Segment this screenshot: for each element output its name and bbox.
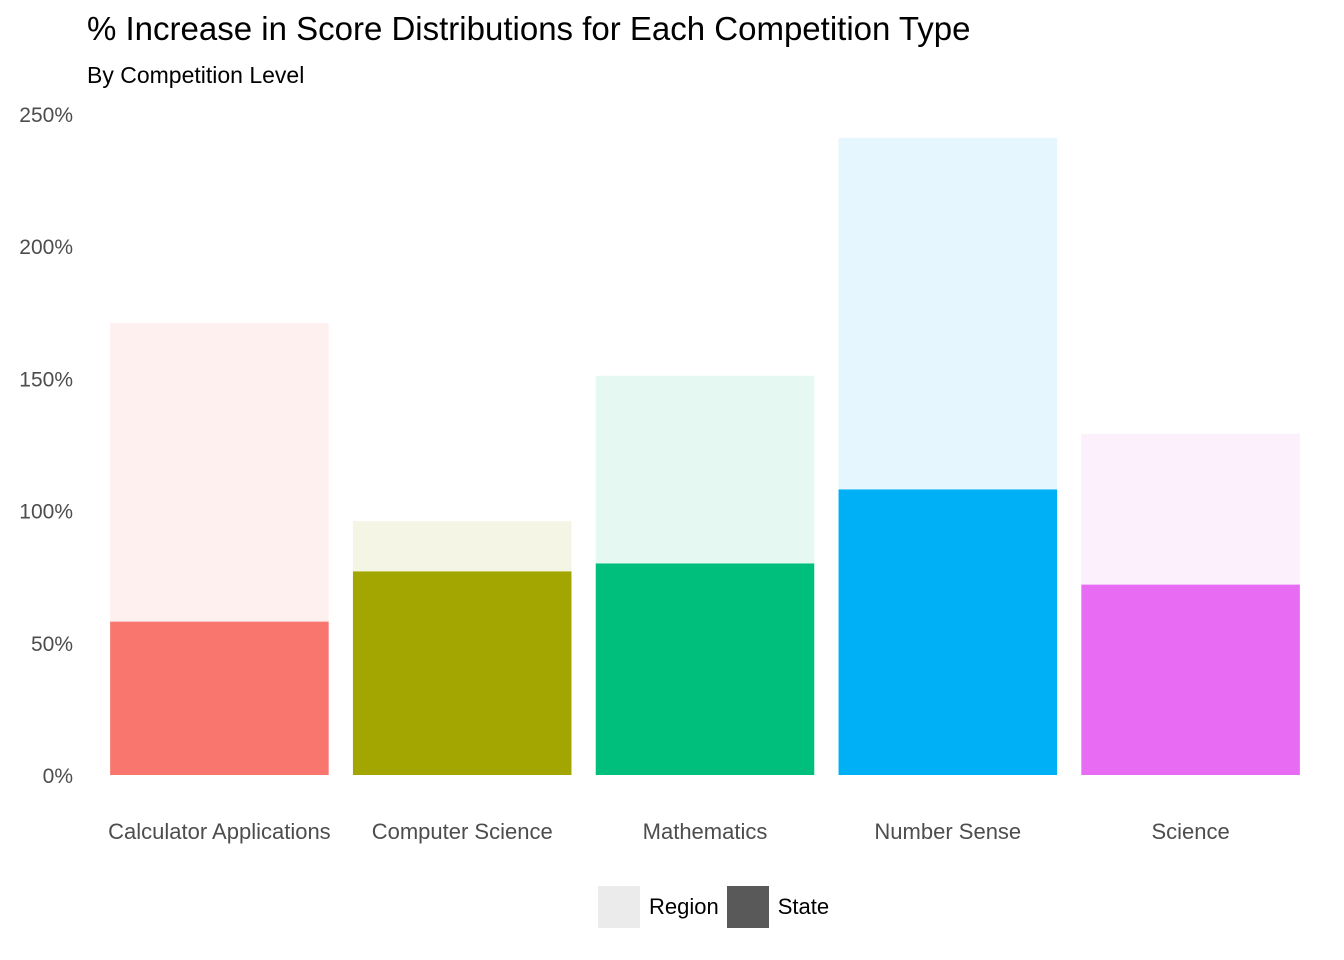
y-tick-label: 150% <box>19 368 73 391</box>
bar-chart: 0% 50% 100% 150% 200% 250% Calculator Applicat… <box>19 104 1300 844</box>
legend: Region State <box>598 886 837 928</box>
legend-item-state: State <box>726 886 830 928</box>
chart-subtitle: By Competition Level <box>87 62 305 88</box>
legend-item-region: Region <box>598 886 719 928</box>
x-tick-label: Science <box>1151 819 1229 844</box>
bar-state <box>352 571 572 775</box>
legend-key-state <box>726 886 769 928</box>
legend-label-state: State <box>777 894 830 919</box>
bar-state <box>1081 584 1300 775</box>
x-tick-label: Number Sense <box>874 819 1021 844</box>
chart-title: % Increase in Score Distributions for Ea… <box>87 10 971 47</box>
bar-state <box>110 621 329 775</box>
y-tick-label: 0% <box>43 765 73 788</box>
x-tick-label: Computer Science <box>372 819 553 844</box>
bar-state <box>595 563 815 775</box>
x-tick-label: Calculator Applications <box>108 819 331 844</box>
y-tick-label: 200% <box>19 236 73 259</box>
y-tick-label: 50% <box>31 633 73 656</box>
x-tick-label: Mathematics <box>643 819 768 844</box>
legend-label-region: Region <box>649 894 719 919</box>
bar-state <box>838 489 1058 775</box>
legend-key-region <box>598 886 640 928</box>
y-tick-label: 100% <box>19 501 73 524</box>
y-tick-label: 250% <box>19 104 73 127</box>
